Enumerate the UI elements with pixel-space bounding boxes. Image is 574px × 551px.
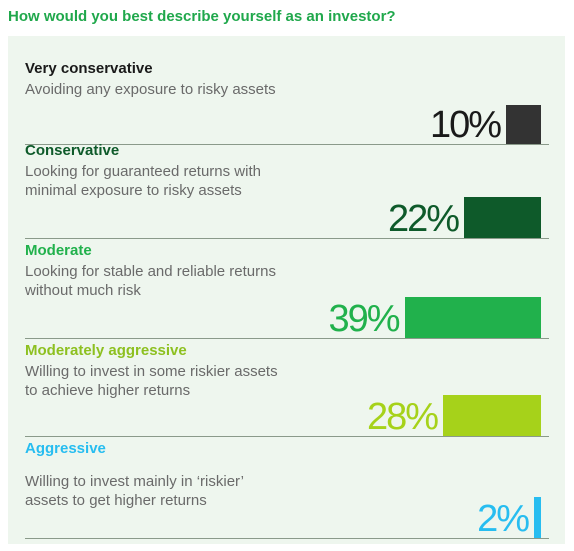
- chart-row-moderately-aggressive: Moderately aggressive Willing to invest …: [8, 342, 565, 438]
- value-label: 39%: [328, 298, 400, 340]
- category-label: Moderately aggressive: [25, 342, 187, 359]
- category-description: Willing to invest in some riskier assets…: [25, 363, 278, 399]
- row-divider: [25, 144, 549, 145]
- survey-question: How would you best describe yourself as …: [8, 8, 396, 25]
- row-divider: [25, 238, 549, 239]
- category-label: Aggressive: [25, 440, 106, 457]
- row-divider: [25, 538, 549, 539]
- row-divider: [25, 436, 549, 437]
- chart-row-aggressive: Aggressive Willing to invest mainly in ‘…: [8, 440, 565, 540]
- value-label: 22%: [387, 198, 460, 240]
- chart-row-very-conservative: Very conservative Avoiding any exposure …: [8, 60, 565, 146]
- value-label: 28%: [366, 396, 439, 438]
- bar: [464, 197, 541, 239]
- bar: [506, 105, 541, 145]
- results-panel: Very conservative Avoiding any exposure …: [8, 36, 565, 544]
- bar: [443, 395, 541, 437]
- category-label: Conservative: [25, 142, 120, 159]
- category-description: Avoiding any exposure to risky assets: [25, 81, 276, 98]
- category-description: Looking for guaranteed returns with mini…: [25, 163, 261, 199]
- value-label: 10%: [429, 104, 502, 146]
- chart-row-moderate: Moderate Looking for stable and reliable…: [8, 242, 565, 340]
- bar: [404, 297, 541, 339]
- row-divider: [25, 338, 549, 339]
- category-label: Moderate: [25, 242, 92, 259]
- category-description: Looking for stable and reliable returns …: [25, 263, 276, 299]
- category-description: Willing to invest mainly in ‘riskier’ as…: [25, 473, 244, 509]
- value-label: 2%: [477, 498, 530, 540]
- bar: [534, 497, 541, 539]
- chart-row-conservative: Conservative Looking for guaranteed retu…: [8, 142, 565, 240]
- category-label: Very conservative: [25, 60, 153, 77]
